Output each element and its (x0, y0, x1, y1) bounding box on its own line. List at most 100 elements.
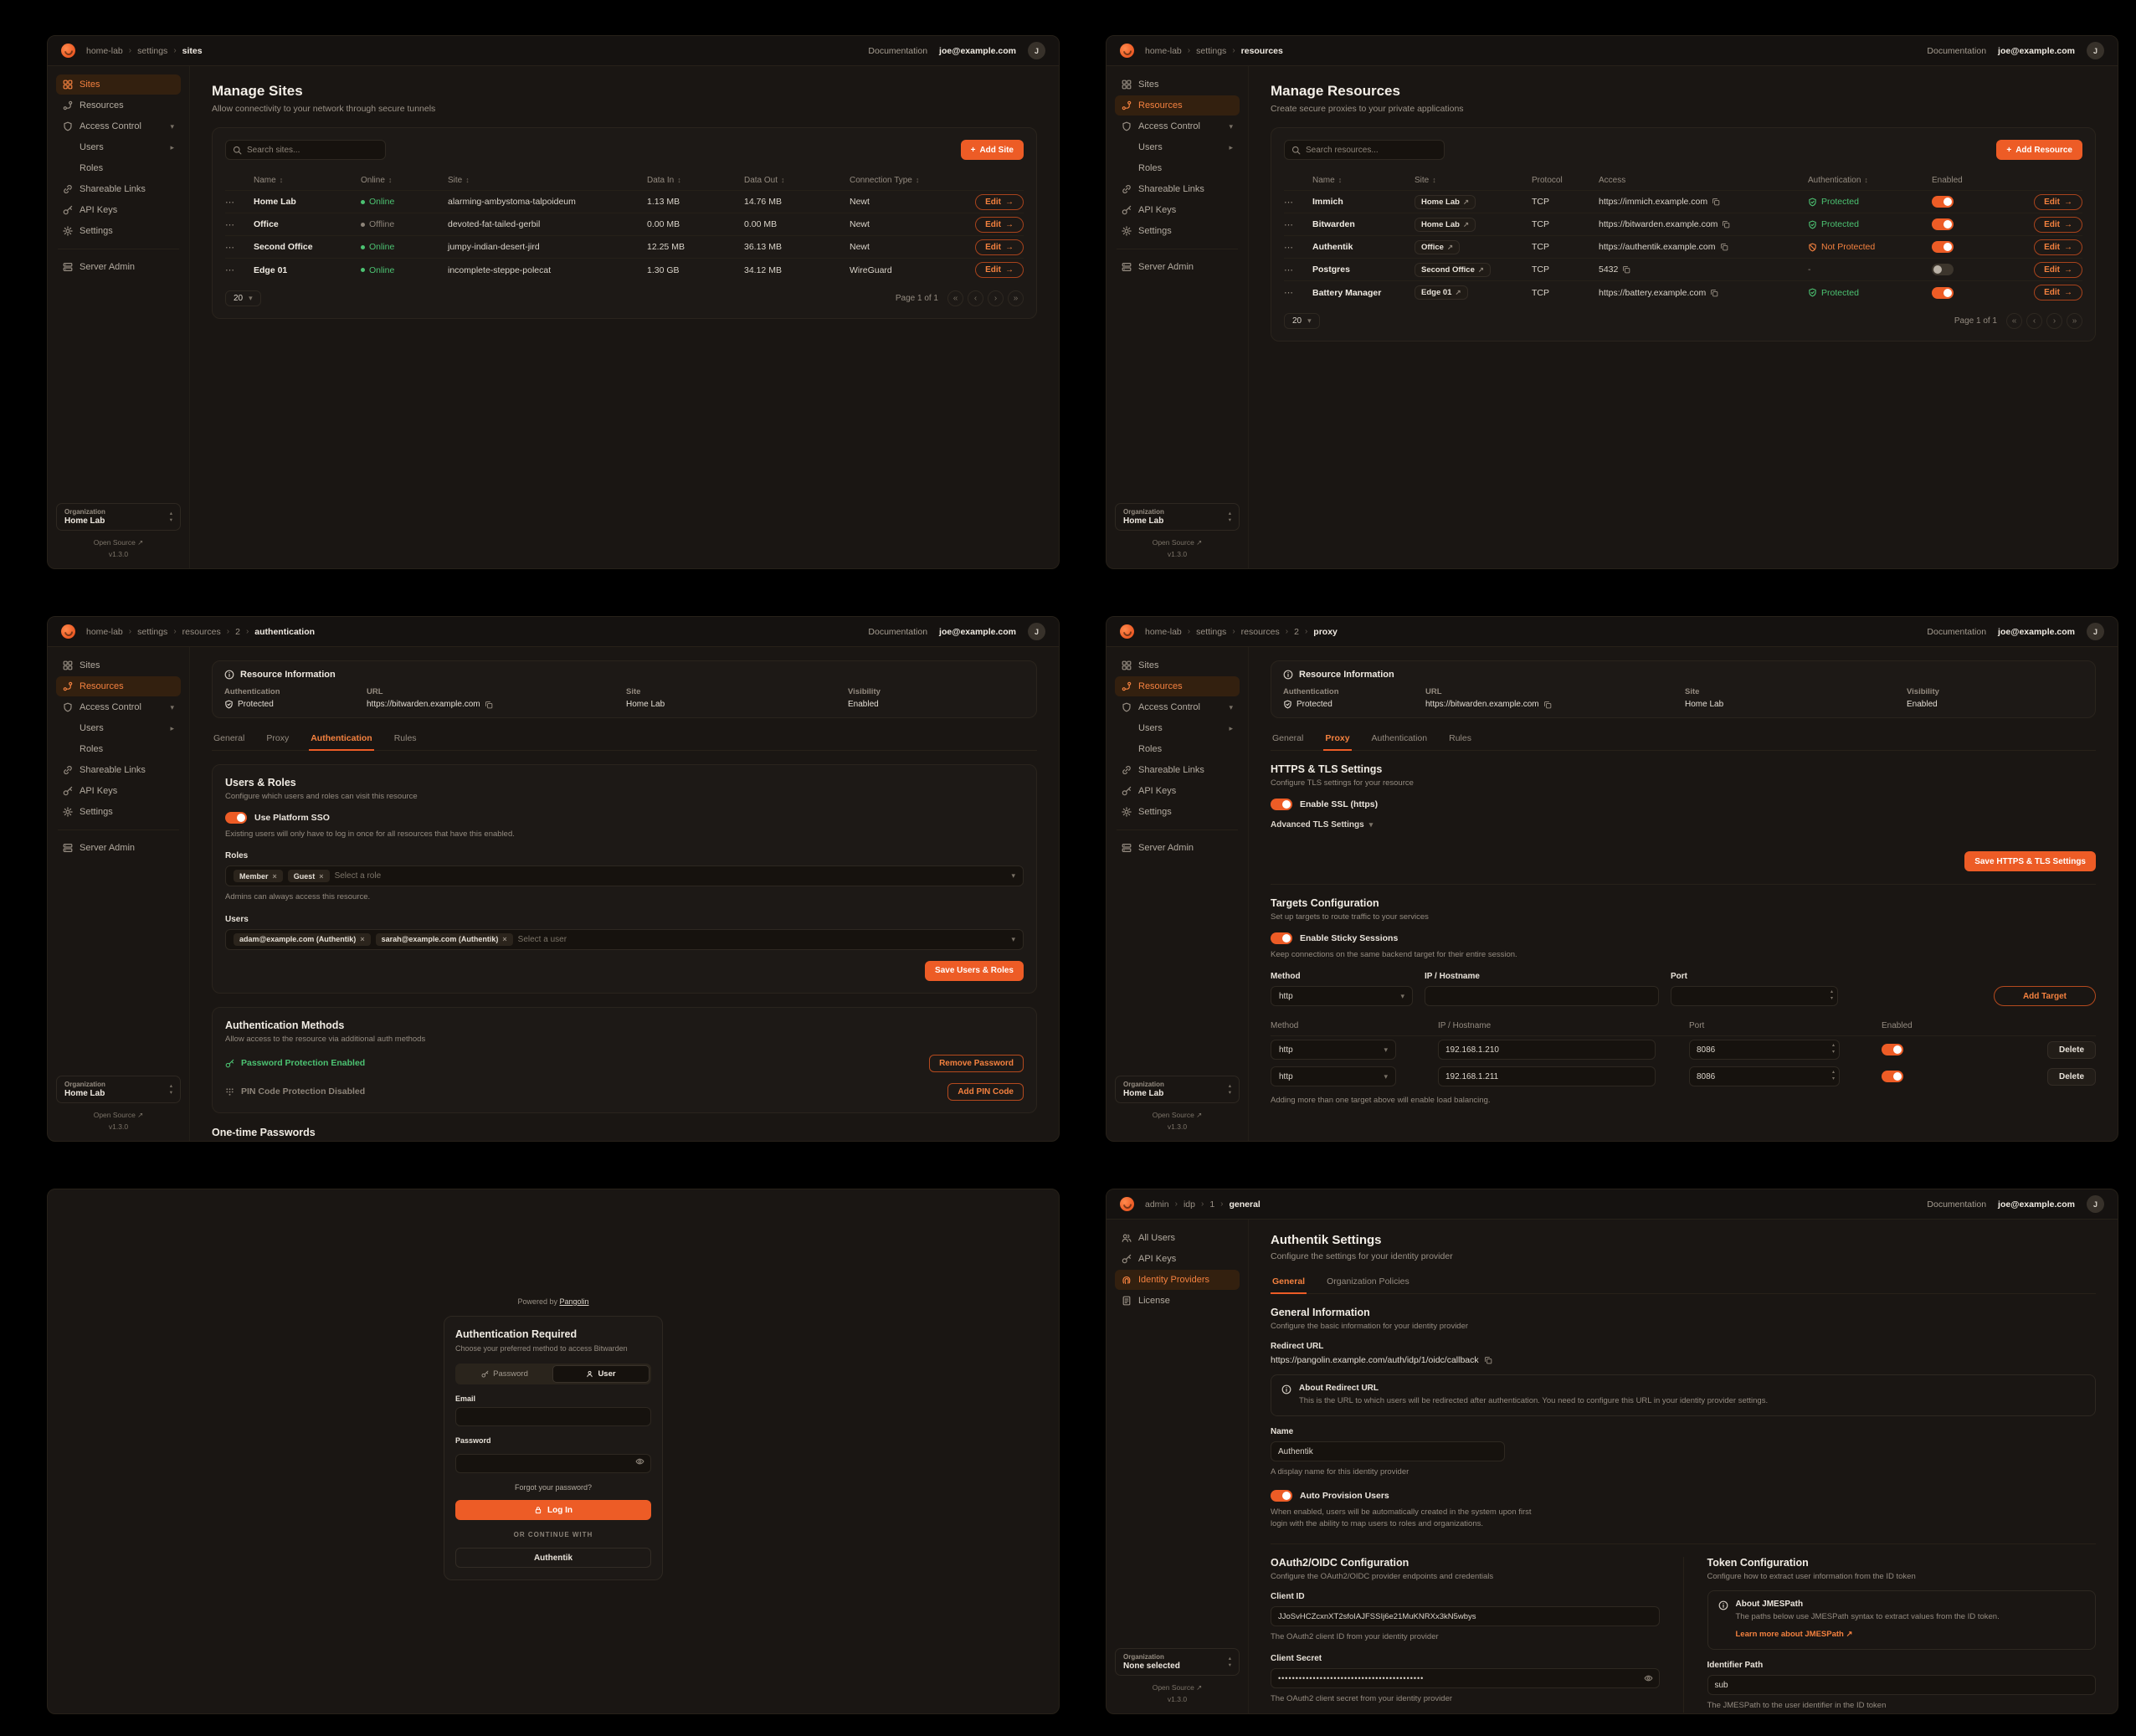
identifier-path-input[interactable] (1707, 1675, 2096, 1696)
roles-select[interactable]: Member × Guest × Select a role ▾ (225, 865, 1024, 887)
resource-url[interactable]: https://bitwarden.example.com (367, 700, 480, 709)
sidebar-item-server-admin[interactable]: Server Admin (56, 838, 181, 858)
row-menu-icon[interactable]: ⋯ (225, 265, 235, 275)
row-menu-icon[interactable]: ⋯ (1284, 219, 1294, 230)
sidebar-item-sites[interactable]: Sites (56, 655, 181, 675)
breadcrumb-item[interactable]: 2 (1294, 626, 1299, 637)
pangolin-logo-icon[interactable] (1120, 1197, 1134, 1211)
client-secret-input[interactable] (1271, 1668, 1660, 1689)
pangolin-logo-icon[interactable] (1120, 624, 1134, 639)
breadcrumb-item[interactable]: settings (137, 626, 168, 637)
edit-button[interactable]: Edit → (2034, 285, 2082, 300)
sidebar-item-settings[interactable]: Settings (1115, 802, 1240, 822)
spinner-icons[interactable]: ▴ ▾ (1831, 1043, 1835, 1055)
user-email[interactable]: joe@example.com (1998, 45, 2075, 56)
avatar[interactable]: J (2087, 42, 2104, 59)
tab-authentication[interactable]: Authentication (309, 730, 374, 751)
last-page-button[interactable]: » (1008, 290, 1024, 306)
tab-user[interactable]: User (552, 1365, 650, 1384)
tab-password[interactable]: Password (457, 1365, 552, 1383)
sidebar-item-server-admin[interactable]: Server Admin (1115, 257, 1240, 277)
row-menu-icon[interactable]: ⋯ (225, 197, 235, 208)
row-menu-icon[interactable]: ⋯ (225, 219, 235, 230)
edit-button[interactable]: Edit → (2034, 216, 2082, 233)
copy-icon[interactable] (485, 701, 493, 709)
first-page-button[interactable]: « (2006, 313, 2022, 329)
sidebar-item-sites[interactable]: Sites (56, 74, 181, 95)
open-source-link[interactable]: Open Source ↗ (1152, 1683, 1203, 1692)
delete-target-button[interactable]: Delete (2046, 1040, 2096, 1059)
sidebar-item-roles[interactable]: Roles (80, 163, 104, 173)
copy-icon[interactable] (1722, 220, 1730, 229)
breadcrumb-item-current[interactable]: authentication (254, 626, 316, 637)
enable-ssl-toggle[interactable] (1271, 799, 1292, 810)
sidebar-item-settings[interactable]: Settings (56, 802, 181, 822)
sidebar-item-resources[interactable]: Resources (1115, 95, 1240, 116)
next-page-button[interactable]: › (2046, 313, 2062, 329)
role-chip[interactable]: Guest × (287, 870, 330, 883)
pangolin-link[interactable]: Pangolin (559, 1297, 589, 1306)
tab-rules[interactable]: Rules (393, 733, 417, 743)
sidebar-item-roles[interactable]: Roles (80, 744, 104, 754)
sidebar-item-license[interactable]: License (1115, 1291, 1240, 1311)
save-https-tls-button[interactable]: Save HTTPS & TLS Settings (1964, 851, 2096, 871)
column-header-data-out[interactable]: Data Out ↕ (744, 175, 785, 185)
delete-target-button[interactable]: Delete (2046, 1067, 2096, 1086)
add-target-button[interactable]: Add Target (1993, 986, 2096, 1007)
site-link-chip[interactable]: Edge 01 ↗ (1415, 285, 1468, 300)
sticky-sessions-toggle[interactable] (1271, 932, 1292, 944)
breadcrumb-item-current[interactable]: general (1229, 1199, 1261, 1210)
port-input[interactable] (1671, 986, 1838, 1007)
row-menu-icon[interactable]: ⋯ (1284, 288, 1294, 298)
resource-url[interactable]: https://bitwarden.example.com (1425, 700, 1539, 709)
sidebar-item-access-control[interactable]: Access Control ▾ (1115, 697, 1240, 717)
breadcrumb-item[interactable]: resources (1240, 626, 1280, 637)
idp-name-input[interactable] (1271, 1441, 1505, 1462)
edit-button[interactable]: Edit → (975, 216, 1024, 233)
redirect-url[interactable]: https://pangolin.example.com/auth/idp/1/… (1271, 1355, 1479, 1365)
log-in-button[interactable]: Log In (455, 1500, 651, 1521)
eye-icon[interactable] (1644, 1674, 1653, 1683)
tab-rules[interactable]: Rules (1449, 733, 1471, 743)
open-source-link[interactable]: Open Source ↗ (93, 538, 144, 547)
breadcrumb-item[interactable]: home-lab (1145, 45, 1182, 56)
avatar[interactable]: J (1028, 42, 1045, 59)
role-chip[interactable]: Member × (234, 870, 283, 883)
authentik-login-button[interactable]: Authentik (455, 1548, 651, 1569)
sidebar-item-server-admin[interactable]: Server Admin (1115, 838, 1240, 858)
documentation-link[interactable]: Documentation (868, 45, 928, 56)
copy-icon[interactable] (1712, 198, 1720, 206)
breadcrumb-item[interactable]: idp (1183, 1199, 1195, 1210)
search-resources-input[interactable] (1284, 140, 1445, 160)
edit-button[interactable]: Edit → (975, 262, 1024, 278)
close-icon[interactable]: × (502, 935, 507, 943)
breadcrumb-item[interactable]: 1 (1209, 1199, 1215, 1210)
sidebar-item-sites[interactable]: Sites (1115, 74, 1240, 95)
sidebar-item-api-keys[interactable]: API Keys (1115, 200, 1240, 220)
column-header-site[interactable]: Site ↕ (448, 175, 470, 185)
column-header-connection-type[interactable]: Connection Type ↕ (850, 175, 920, 185)
site-link-chip[interactable]: Second Office ↗ (1415, 262, 1491, 277)
edit-button[interactable]: Edit → (2034, 239, 2082, 255)
column-header-authentication[interactable]: Authentication ↕ (1808, 175, 1868, 185)
breadcrumb-item-current[interactable]: proxy (1313, 626, 1338, 637)
breadcrumb-item[interactable]: resources (182, 626, 221, 637)
enabled-toggle[interactable] (1932, 241, 1954, 253)
access-url[interactable]: https://immich.example.com (1599, 197, 1708, 207)
ip-hostname-input[interactable] (1438, 1066, 1656, 1087)
org-switcher[interactable]: Organization Home Lab ▴ ▾ (56, 503, 181, 531)
enabled-toggle[interactable] (1932, 218, 1954, 230)
breadcrumb-item-current[interactable]: resources (1240, 45, 1283, 56)
method-select[interactable]: http ▾ (1271, 1040, 1396, 1061)
sidebar-item-users[interactable]: Users ▸ (1138, 142, 1233, 152)
sidebar-item-shareable-links[interactable]: Shareable Links (1115, 760, 1240, 780)
row-menu-icon[interactable]: ⋯ (225, 242, 235, 253)
edit-button[interactable]: Edit → (2034, 193, 2082, 210)
access-url[interactable]: https://authentik.example.com (1599, 242, 1716, 252)
edit-button[interactable]: Edit → (2034, 261, 2082, 278)
user-email[interactable]: joe@example.com (1998, 626, 2075, 637)
open-source-link[interactable]: Open Source ↗ (1152, 1111, 1203, 1119)
ip-hostname-input[interactable] (1438, 1040, 1656, 1061)
sidebar-item-users[interactable]: Users ▸ (80, 142, 174, 152)
spinner-icons[interactable]: ▴ ▾ (1830, 989, 1833, 1001)
